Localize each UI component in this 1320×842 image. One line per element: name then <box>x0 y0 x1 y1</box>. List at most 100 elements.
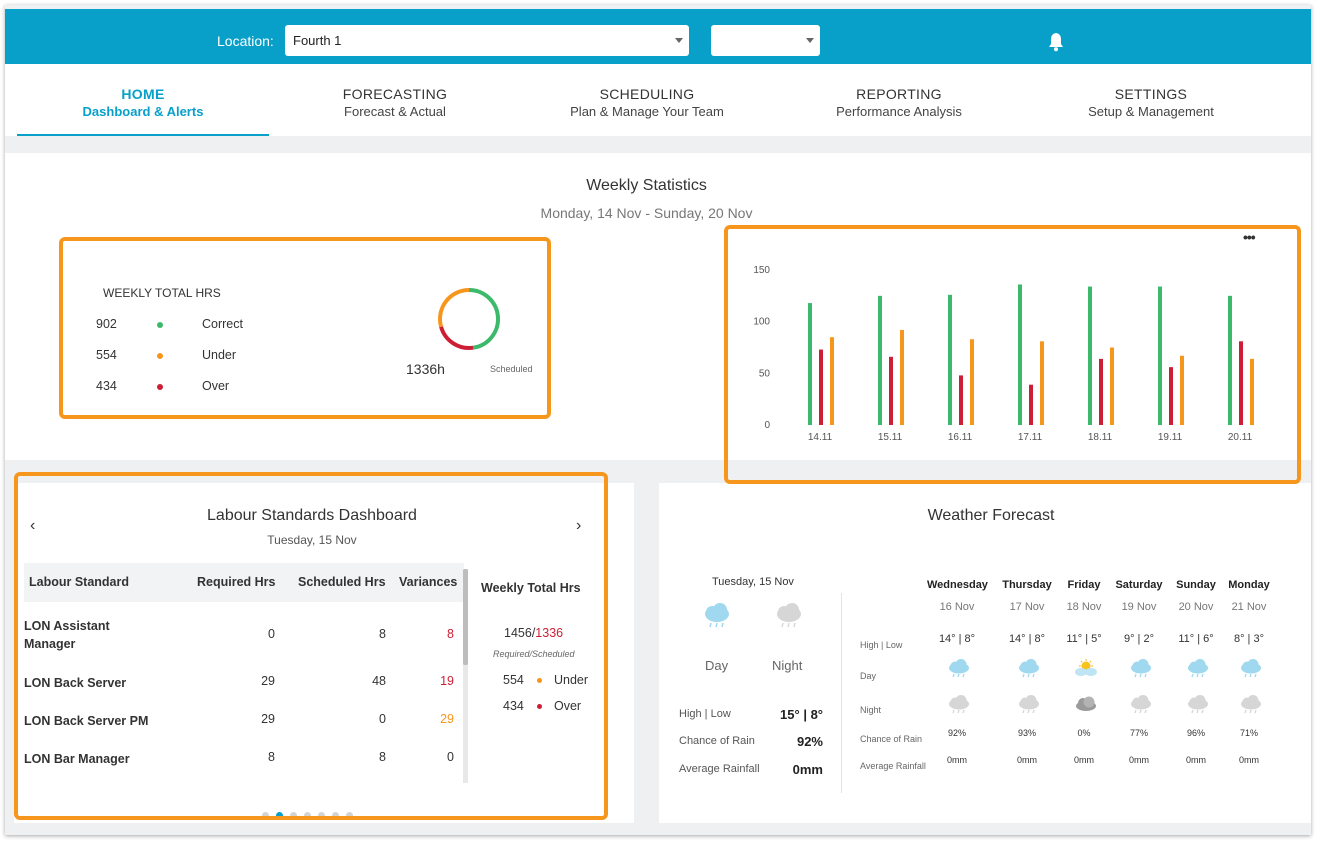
forecast-high-low: 14° | 8° <box>1008 633 1046 645</box>
bell-icon[interactable] <box>1047 32 1065 52</box>
hours-donut-chart <box>438 288 500 350</box>
page-dot[interactable] <box>262 812 269 819</box>
variance: 29 <box>440 712 454 726</box>
bar-14.11-s2[interactable] <box>830 337 834 425</box>
bar-14.11-s0[interactable] <box>808 303 812 425</box>
legend-correct: 902 Correct <box>96 317 296 333</box>
nav-home[interactable]: HOME Dashboard & Alerts <box>17 64 269 136</box>
table-scrollbar[interactable] <box>463 569 468 783</box>
nav-settings[interactable]: SETTINGS Setup & Management <box>1025 64 1277 136</box>
table-row[interactable]: LON Bar Manager 8 8 0 <box>24 748 464 784</box>
under-label: Under <box>554 673 589 687</box>
x-tick-label: 19.11 <box>1158 432 1183 443</box>
scrollbar-thumb[interactable] <box>463 569 468 665</box>
donut-slice-under <box>438 288 470 328</box>
forecast-night-icon <box>1074 695 1098 718</box>
bar-17.11-s2[interactable] <box>1040 341 1044 425</box>
forecast-day-name: Wednesday <box>927 579 988 591</box>
page-dot[interactable] <box>290 812 297 819</box>
bar-16.11-s1[interactable] <box>959 375 963 425</box>
bar-20.11-s2[interactable] <box>1250 358 1254 425</box>
weekly-total-hrs-heading: Weekly Total Hrs <box>481 581 581 595</box>
weekly-statistics-card: Weekly Statistics Monday, 14 Nov - Sunda… <box>5 153 1311 460</box>
bar-15.11-s0[interactable] <box>878 295 882 425</box>
bar-19.11-s0[interactable] <box>1158 286 1162 425</box>
top-bar: Location: Fourth 1 <box>5 9 1311 64</box>
required-total: 1456 <box>504 626 532 640</box>
bar-19.11-s1[interactable] <box>1169 367 1173 425</box>
bar-18.11-s1[interactable] <box>1099 358 1103 425</box>
rain-cloud-icon <box>1241 659 1261 678</box>
average-rainfall-label: Average Rainfall <box>679 763 760 775</box>
more-horizontal-icon[interactable]: ••• <box>1243 229 1256 245</box>
page-dot[interactable] <box>332 812 339 819</box>
location-select[interactable]: Fourth 1 <box>285 25 689 56</box>
nav-reporting[interactable]: REPORTING Performance Analysis <box>773 64 1025 136</box>
bar-16.11-s2[interactable] <box>970 339 974 425</box>
page-dot[interactable] <box>304 812 311 819</box>
chevron-right-icon[interactable]: › <box>576 517 582 534</box>
bar-15.11-s2[interactable] <box>900 329 904 425</box>
orange-dot-icon <box>157 353 163 359</box>
labour-standards-card: Labour Standards Dashboard Tuesday, 15 N… <box>14 483 634 823</box>
forecast-average-rainfall: 0mm <box>1017 755 1037 765</box>
rain-cloud-icon <box>1241 695 1261 714</box>
bar-17.11-s0[interactable] <box>1018 284 1022 425</box>
today-high-low: 15° | 8° <box>780 707 823 722</box>
variance: 0 <box>447 750 454 764</box>
bar-19.11-s2[interactable] <box>1180 355 1184 425</box>
forecast-high-low: 9° | 2° <box>1123 633 1154 645</box>
row-label-chance-of-rain: Chance of Rain <box>860 734 923 744</box>
secondary-select[interactable] <box>711 25 820 56</box>
labour-date: Tuesday, 15 Nov <box>267 533 357 547</box>
forecast-day-icon <box>1074 659 1098 682</box>
rain-cloud-icon <box>949 695 969 714</box>
forecast-high-low: 14° | 8° <box>938 633 976 645</box>
bar-18.11-s0[interactable] <box>1088 286 1092 425</box>
forecast-day-date: 20 Nov <box>1178 601 1214 613</box>
nav-scheduling[interactable]: SCHEDULING Plan & Manage Your Team <box>521 64 773 136</box>
donut-slice-over <box>439 326 474 350</box>
table-row[interactable]: LON Back Server 29 48 19 <box>24 672 464 708</box>
required-hrs: 29 <box>261 674 275 688</box>
nav-forecasting[interactable]: FORECASTING Forecast & Actual <box>269 64 521 136</box>
column-header: Variances <box>399 575 458 589</box>
location-select-value: Fourth 1 <box>293 33 342 48</box>
nav-subtitle: Performance Analysis <box>836 104 962 119</box>
table-row[interactable]: LON Back Server PM 29 0 29 <box>24 710 464 746</box>
rain-cloud-icon <box>777 603 801 628</box>
page-dot[interactable] <box>318 812 325 819</box>
column-header: Labour Standard <box>29 575 130 589</box>
bar-14.11-s1[interactable] <box>819 349 823 425</box>
bar-15.11-s1[interactable] <box>889 356 893 425</box>
location-label: Location: <box>217 33 274 49</box>
bar-17.11-s1[interactable] <box>1029 384 1033 425</box>
chevron-left-icon[interactable]: ‹ <box>30 517 36 534</box>
legend-value: 902 <box>96 317 117 331</box>
weekly-statistics-date-range: Monday, 14 Nov - Sunday, 20 Nov <box>540 205 753 221</box>
forecast-night-icon <box>1129 695 1153 720</box>
labour-standard-name: LON Back Server PM <box>24 714 149 728</box>
bar-16.11-s0[interactable] <box>948 294 952 425</box>
forecast-day-date: 16 Nov <box>939 601 975 613</box>
y-tick-label: 0 <box>764 420 770 431</box>
chance-of-rain-label: Chance of Rain <box>679 735 755 747</box>
weather-title: Weather Forecast <box>927 507 1055 524</box>
bar-18.11-s2[interactable] <box>1110 347 1114 426</box>
forecast-chance-of-rain: 93% <box>1017 728 1036 738</box>
forecast-chance-of-rain: 77% <box>1129 728 1148 738</box>
x-tick-label: 14.11 <box>808 432 833 443</box>
forecast-chance-of-rain: 92% <box>947 728 966 738</box>
bar-20.11-s0[interactable] <box>1228 295 1232 425</box>
table-row[interactable]: LON Assistant Manager 0 8 8 <box>24 617 464 653</box>
labour-standard-name: LON Bar Manager <box>24 752 130 766</box>
forecast-average-rainfall: 0mm <box>1129 755 1149 765</box>
over-label: Over <box>554 699 582 713</box>
page-dot-active[interactable] <box>276 812 283 819</box>
nav-subtitle: Plan & Manage Your Team <box>570 104 724 119</box>
day-label: Day <box>705 658 729 673</box>
bar-20.11-s1[interactable] <box>1239 341 1243 425</box>
x-tick-label: 20.11 <box>1228 432 1253 443</box>
weekly-total-hrs-heading: WEEKLY TOTAL HRS <box>103 286 221 300</box>
page-dot[interactable] <box>346 812 353 819</box>
